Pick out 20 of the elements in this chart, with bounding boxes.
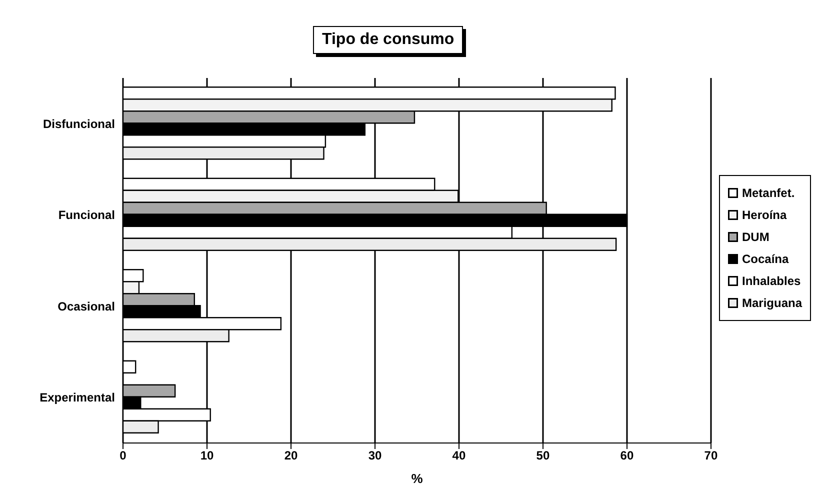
chart-title: Tipo de consumo xyxy=(313,26,464,54)
x-tick-label: 0 xyxy=(120,448,127,463)
y-tick-label: Funcional xyxy=(58,208,115,222)
x-tick-label: 70 xyxy=(704,448,718,463)
legend-label: Inhalables xyxy=(742,273,801,290)
x-tick-label: 30 xyxy=(368,448,382,463)
x-tick-label: 60 xyxy=(620,448,634,463)
y-tick-label: Experimental xyxy=(40,390,115,405)
legend-label: Metanfet. xyxy=(742,185,795,202)
legend-label: Heroína xyxy=(742,207,787,224)
x-tick-label: 50 xyxy=(536,448,550,463)
y-tick-label: Ocasional xyxy=(58,299,115,314)
x-tick-label: 40 xyxy=(452,448,466,463)
x-axis-title: % xyxy=(411,471,424,486)
x-tick-label: 20 xyxy=(284,448,298,463)
legend-label: Cocaína xyxy=(742,251,789,268)
legend-label: DUM xyxy=(742,229,770,246)
legend-label: Mariguana xyxy=(742,295,802,312)
y-tick-label: Disfuncional xyxy=(42,116,115,131)
x-tick-label: 10 xyxy=(200,448,214,463)
